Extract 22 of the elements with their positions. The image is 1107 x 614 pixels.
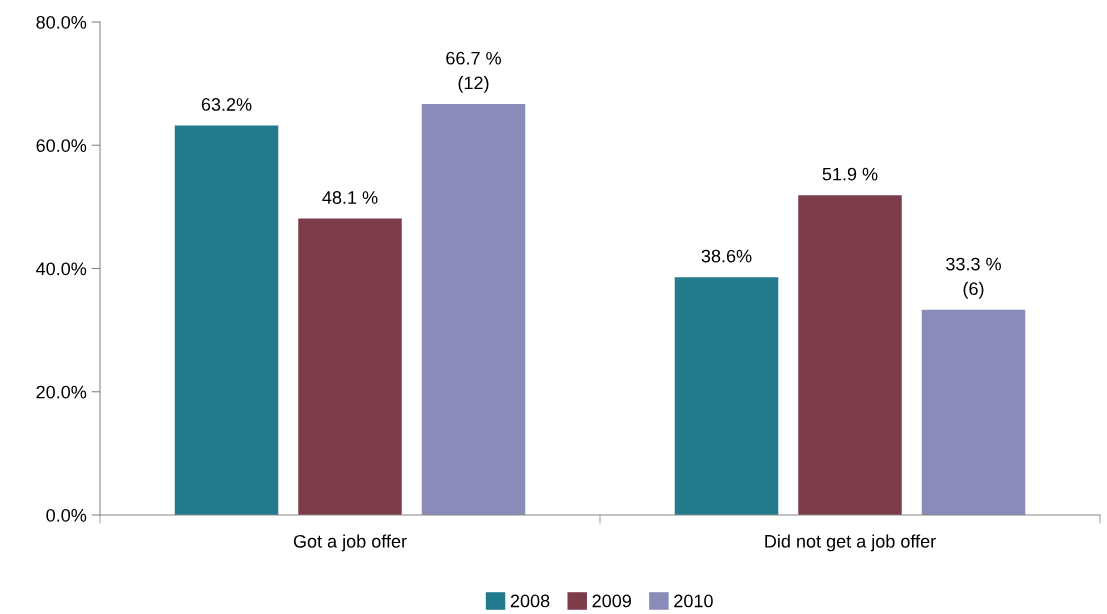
legend-label: 2008 (510, 594, 550, 608)
legend-label: 2010 (674, 594, 713, 608)
bar (174, 125, 279, 515)
y-tick-label: 20.0% (36, 385, 87, 399)
data-label: 38.6% (701, 249, 752, 263)
x-tick-label: Got a job offer (293, 534, 407, 552)
legend-label: 2009 (592, 594, 631, 608)
y-tick-label: 0.0% (46, 508, 87, 522)
bar (798, 195, 902, 515)
y-tick-label: 40.0% (36, 262, 87, 276)
data-label: 48.1 % (322, 191, 378, 204)
x-tick-label: Did not get a job offer (765, 534, 936, 552)
y-tick-label: 80.0% (36, 15, 87, 29)
data-label: 63.2% (201, 98, 252, 111)
bar (921, 309, 1026, 515)
bar (674, 277, 779, 515)
y-tick-label: 60.0% (36, 139, 87, 152)
data-label: 51.9 % (822, 167, 878, 181)
bar (298, 218, 402, 515)
bar (421, 103, 526, 515)
data-label: 33.3 % (6) (946, 257, 1001, 299)
data-label: 66.7 % (12) (446, 51, 501, 93)
